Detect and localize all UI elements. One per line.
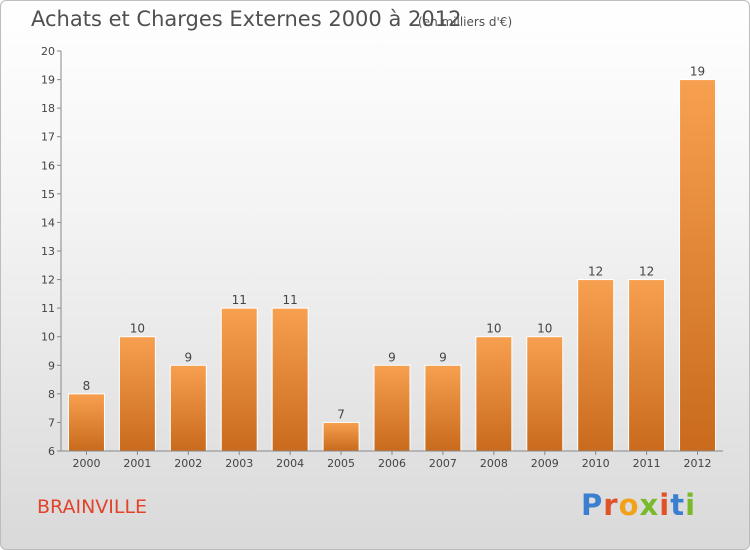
x-tick-label: 2000: [72, 457, 100, 470]
bar-value-label: 10: [537, 322, 552, 336]
bar-value-label: 11: [232, 293, 247, 307]
commune-name: BRAINVILLE: [37, 496, 148, 518]
y-tick-label: 9: [48, 359, 55, 372]
bar: [118, 336, 156, 452]
x-tick-label: 2006: [378, 457, 406, 470]
bar: [628, 279, 666, 452]
proxiti-logo: Proxiti: [581, 488, 697, 522]
bar: [475, 336, 513, 452]
x-tick-label: 2010: [582, 457, 610, 470]
bar: [169, 364, 207, 452]
y-tick-label: 6: [48, 445, 55, 458]
y-tick-label: 17: [41, 131, 55, 144]
y-tick-label: 11: [41, 302, 55, 315]
bar-value-label: 9: [184, 350, 192, 364]
bar-value-label: 12: [639, 265, 654, 279]
x-tick-label: 2009: [531, 457, 559, 470]
bar-value-label: 7: [337, 407, 345, 421]
y-tick-label: 12: [41, 274, 55, 287]
x-tick-label: 2008: [480, 457, 508, 470]
y-tick-label: 19: [41, 74, 55, 87]
bar-value-label: 9: [388, 350, 396, 364]
bar: [679, 79, 717, 452]
x-tick-label: 2001: [123, 457, 151, 470]
y-tick-label: 20: [41, 45, 55, 58]
y-tick-label: 13: [41, 245, 55, 258]
bar: [220, 307, 258, 452]
bar: [373, 364, 411, 452]
y-tick-label: 15: [41, 188, 55, 201]
chart-title: Achats et Charges Externes 2000 à 2012: [31, 7, 462, 31]
x-tick-label: 2012: [684, 457, 712, 470]
y-tick-label: 18: [41, 102, 55, 115]
bar: [271, 307, 309, 452]
bar-value-label: 9: [439, 350, 447, 364]
x-tick-label: 2003: [225, 457, 253, 470]
x-tick-label: 2011: [633, 457, 661, 470]
bar-value-label: 8: [83, 379, 91, 393]
bar: [526, 336, 564, 452]
y-tick-label: 16: [41, 159, 55, 172]
chart-subtitle: (en milliers d'€): [418, 15, 513, 29]
bar: [577, 279, 615, 452]
y-tick-label: 7: [48, 416, 55, 429]
bar-value-label: 10: [486, 322, 501, 336]
bar: [67, 393, 105, 452]
bar-value-label: 10: [130, 322, 145, 336]
bar: [322, 421, 360, 452]
x-tick-label: 2002: [174, 457, 202, 470]
y-tick-label: 8: [48, 388, 55, 401]
x-tick-label: 2007: [429, 457, 457, 470]
bar-value-label: 12: [588, 265, 603, 279]
x-tick-label: 2005: [327, 457, 355, 470]
bar-value-label: 11: [283, 293, 298, 307]
y-tick-label: 14: [41, 216, 55, 229]
x-tick-label: 2004: [276, 457, 304, 470]
bar-value-label: 19: [690, 65, 705, 79]
y-tick-label: 10: [41, 331, 55, 344]
bar: [424, 364, 462, 452]
